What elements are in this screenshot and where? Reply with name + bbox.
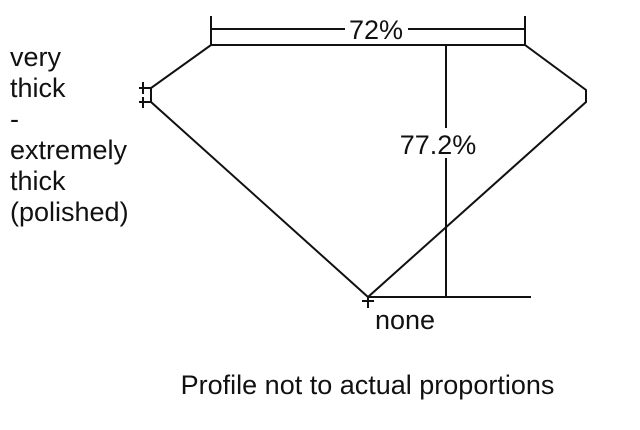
girdle-label-line: extremely: [10, 135, 128, 165]
girdle-label-line: thick: [10, 166, 66, 196]
caption: Profile not to actual proportions: [180, 370, 555, 400]
girdle-label-line: (polished): [10, 197, 129, 227]
gem-outline: [150, 44, 587, 299]
culet-label: none: [375, 305, 435, 335]
table-percentage-label: 72%: [349, 15, 403, 45]
girdle-label-line: thick: [10, 73, 66, 103]
depth-percentage-label: 77.2%: [400, 130, 477, 160]
girdle-label-line: -: [10, 104, 19, 134]
girdle-label-line: very: [10, 42, 62, 72]
girdle-thickness-label: very thick - extremely thick (polished): [10, 42, 129, 228]
